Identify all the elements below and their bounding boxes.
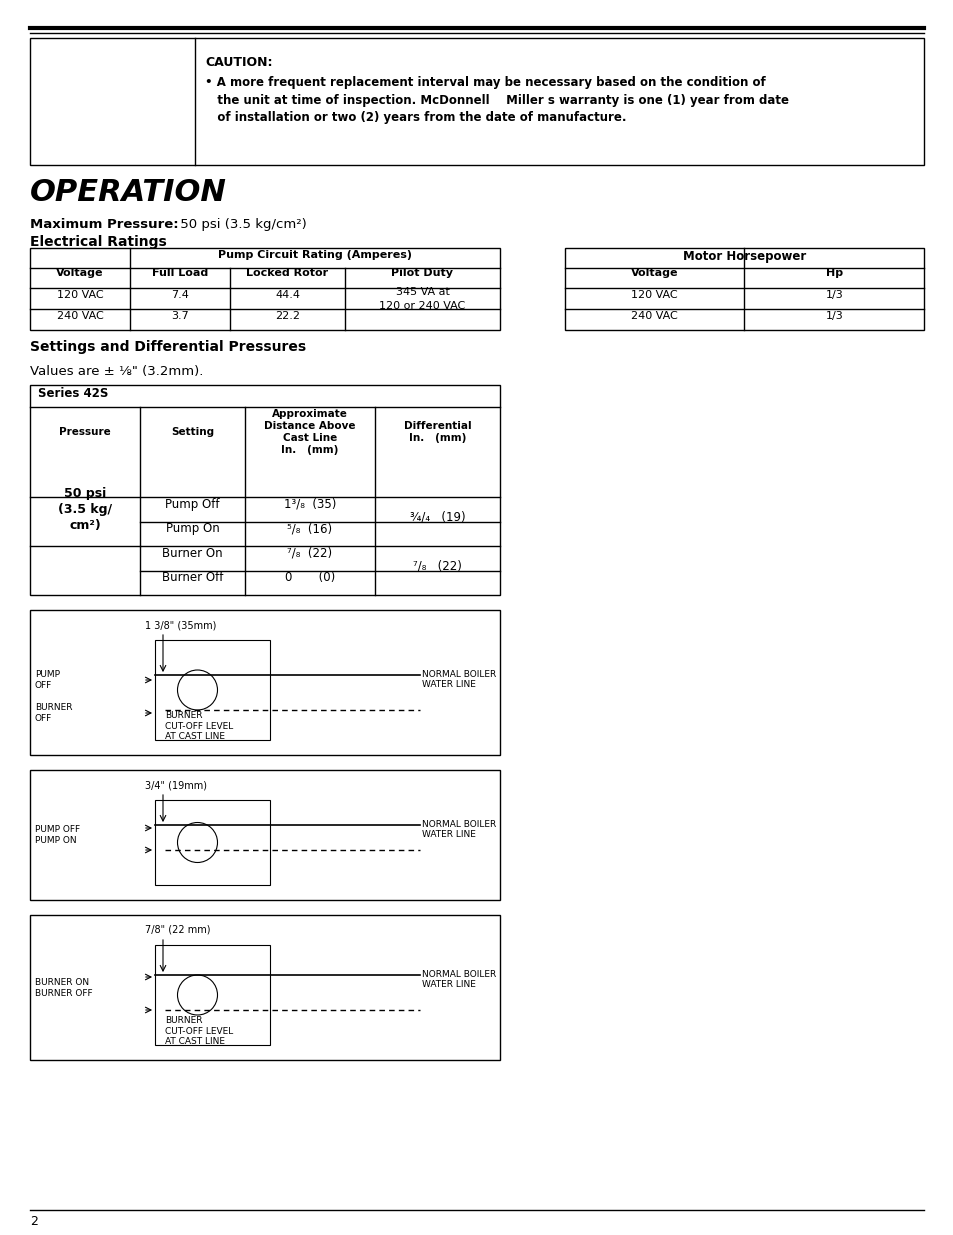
Bar [564,248,923,330]
Text: ⁷/₈   (22): ⁷/₈ (22) [413,559,461,572]
Bar [154,945,270,1045]
Text: Motor Horsepower: Motor Horsepower [682,249,805,263]
Text: Maximum Pressure:: Maximum Pressure: [30,219,178,231]
Text: 1/3: 1/3 [824,310,842,321]
Bar [30,248,499,330]
Text: PUMP
OFF: PUMP OFF [35,671,60,689]
Text: BURNER
CUT-OFF LEVEL
AT CAST LINE: BURNER CUT-OFF LEVEL AT CAST LINE [165,711,233,741]
Text: Hp: Hp [825,268,841,278]
Text: ⁷/₈  (22): ⁷/₈ (22) [287,547,333,559]
Text: OPERATION: OPERATION [30,178,227,207]
Text: Full Load: Full Load [152,268,208,278]
Text: 240 VAC: 240 VAC [56,310,103,321]
Bar [30,385,499,595]
Text: 240 VAC: 240 VAC [631,310,678,321]
Text: ⁵/₈  (16): ⁵/₈ (16) [287,522,333,535]
Text: Pump On: Pump On [166,522,219,535]
Text: Pilot Duty: Pilot Duty [391,268,453,278]
Text: Differential
In.   (mm): Differential In. (mm) [403,421,471,443]
Text: Electrical Ratings: Electrical Ratings [30,235,167,249]
Text: 1/3: 1/3 [824,289,842,300]
Bar [154,800,270,885]
Text: 0       (0): 0 (0) [285,572,335,584]
Text: BURNER
CUT-OFF LEVEL
AT CAST LINE: BURNER CUT-OFF LEVEL AT CAST LINE [165,1016,233,1046]
Bar [30,38,923,165]
Text: 120 VAC: 120 VAC [56,289,103,300]
Text: 3.7: 3.7 [171,310,189,321]
Text: Pressure: Pressure [59,427,111,437]
Text: Voltage: Voltage [630,268,678,278]
Text: Pump Circuit Rating (Amperes): Pump Circuit Rating (Amperes) [218,249,412,261]
Text: Values are ± ⅛" (3.2mm).: Values are ± ⅛" (3.2mm). [30,366,203,378]
Text: Approximate
Distance Above
Cast Line
In.   (mm): Approximate Distance Above Cast Line In.… [264,409,355,454]
Text: Burner On: Burner On [162,547,223,559]
Text: NORMAL BOILER
WATER LINE: NORMAL BOILER WATER LINE [421,820,496,840]
Text: Pump Off: Pump Off [165,498,219,511]
Text: BURNER ON
BURNER OFF: BURNER ON BURNER OFF [35,978,92,998]
Text: ¾/₄   (19): ¾/₄ (19) [409,510,465,522]
Text: PUMP OFF
PUMP ON: PUMP OFF PUMP ON [35,825,80,845]
Text: 1³/₈  (35): 1³/₈ (35) [283,498,335,511]
Text: 3/4" (19mm): 3/4" (19mm) [145,781,207,790]
Text: 7/8" (22 mm): 7/8" (22 mm) [145,925,211,935]
Text: • A more frequent replacement interval may be necessary based on the condition o: • A more frequent replacement interval m… [205,77,788,124]
Text: Voltage: Voltage [56,268,104,278]
Text: Burner Off: Burner Off [162,572,223,584]
Text: 50 psi (3.5 kg/cm²): 50 psi (3.5 kg/cm²) [175,219,307,231]
Text: 120 VAC: 120 VAC [631,289,678,300]
Bar [30,769,499,900]
Text: BURNER
OFF: BURNER OFF [35,703,72,722]
Text: 2: 2 [30,1215,38,1228]
Text: 50 psi
(3.5 kg/
cm²): 50 psi (3.5 kg/ cm²) [58,487,112,532]
Bar [30,610,499,755]
Text: 1 3/8" (35mm): 1 3/8" (35mm) [145,620,216,630]
Text: Setting: Setting [171,427,213,437]
Bar [30,915,499,1060]
Text: Series 42S: Series 42S [38,387,109,400]
Text: NORMAL BOILER
WATER LINE: NORMAL BOILER WATER LINE [421,671,496,689]
Text: CAUTION:: CAUTION: [205,56,273,69]
Text: Locked Rotor: Locked Rotor [246,268,328,278]
Text: 22.2: 22.2 [274,310,299,321]
Text: 345 VA at
120 or 240 VAC: 345 VA at 120 or 240 VAC [379,288,465,310]
Text: NORMAL BOILER
WATER LINE: NORMAL BOILER WATER LINE [421,969,496,989]
Text: 44.4: 44.4 [274,289,299,300]
Text: 7.4: 7.4 [171,289,189,300]
Bar [154,640,270,740]
Text: Settings and Differential Pressures: Settings and Differential Pressures [30,340,306,354]
